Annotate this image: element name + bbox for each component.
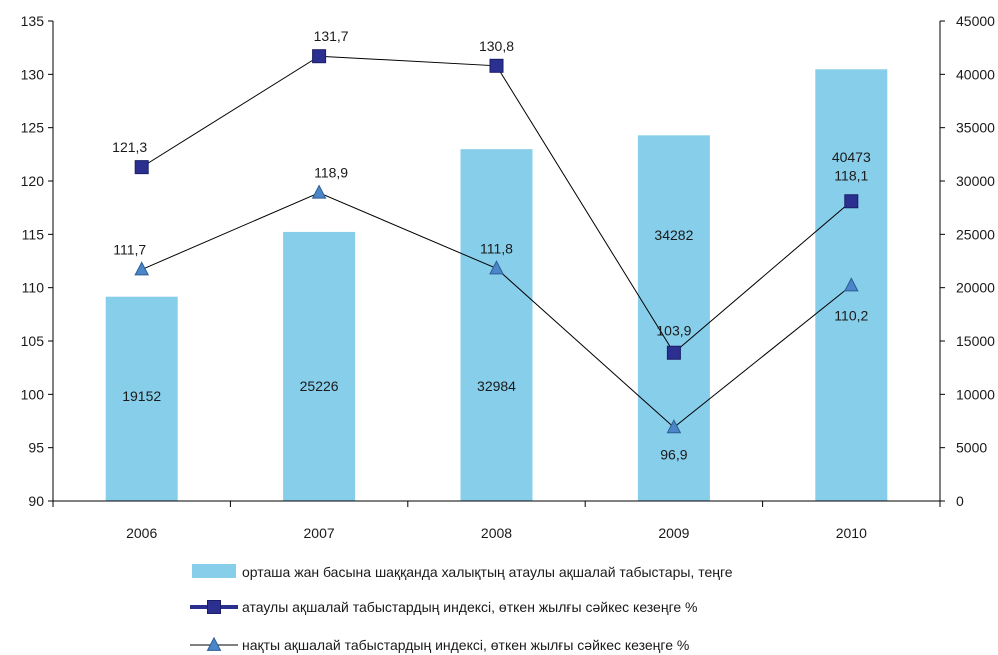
bar-2006 (105, 296, 178, 501)
left-tick-label-105: 105 (21, 333, 45, 349)
right-tick-label-0: 0 (956, 493, 964, 509)
right-tick-label-5000: 5000 (956, 440, 987, 456)
series-2-point-2008 (489, 260, 504, 275)
series-2-point-2010 (843, 277, 859, 292)
x-tick-label-2007: 2007 (304, 525, 335, 541)
left-tick-label-130: 130 (21, 66, 45, 82)
series-1-label-2008: 130,8 (479, 38, 514, 54)
left-tick-label-125: 125 (21, 120, 45, 136)
x-tick-label-2006: 2006 (126, 525, 157, 541)
series-2-point-2007 (311, 184, 327, 199)
series-1-point-2010 (844, 194, 859, 209)
series-1-label-2006: 121,3 (112, 139, 147, 155)
legend-marker-series-1 (207, 600, 221, 614)
series-2-point-2006 (134, 261, 150, 276)
series-2-label-2008: 111,8 (480, 240, 513, 256)
bar-value-label-2007: 25226 (300, 378, 339, 394)
left-tick-label-110: 110 (22, 280, 45, 296)
bar-2007 (283, 231, 356, 501)
series-2-point-2009 (666, 419, 682, 434)
bar-2009 (637, 135, 710, 502)
series-1-point-2008 (489, 58, 504, 73)
lines-layer (134, 49, 859, 434)
right-tick-label-40000: 40000 (956, 66, 995, 82)
series-2-label-2007: 118,9 (314, 165, 348, 181)
left-tick-label-90: 90 (28, 493, 44, 509)
left-tick-label-95: 95 (28, 440, 44, 456)
legend-label-series-2: нақты ақшалай табыстардың индексі, өткен… (242, 637, 689, 653)
right-tick-label-45000: 45000 (956, 13, 995, 29)
left-tick-label-100: 100 (21, 386, 45, 402)
bars-layer (105, 69, 888, 502)
right-tick-label-10000: 10000 (956, 386, 995, 402)
bar-value-label-2006: 19152 (122, 388, 161, 404)
series-2-label-2006: 111,7 (113, 242, 146, 258)
right-tick-label-30000: 30000 (956, 173, 995, 189)
series-1-point-2009 (666, 345, 681, 360)
left-tick-label-120: 120 (21, 173, 45, 189)
left-tick-label-115: 115 (22, 226, 45, 242)
x-tick-label-2008: 2008 (481, 525, 512, 541)
right-tick-label-25000: 25000 (956, 226, 995, 242)
left-tick-label-135: 135 (21, 13, 45, 29)
right-tick-label-35000: 35000 (956, 120, 995, 136)
right-tick-label-15000: 15000 (956, 333, 995, 349)
series-1-point-2006 (134, 160, 149, 175)
right-tick-label-20000: 20000 (956, 280, 995, 296)
legend-label-series-1: атаулы ақшалай табыстардың индексі, өтке… (242, 599, 698, 615)
legend: орташа жан басына шаққанда халықтың атау… (190, 564, 733, 653)
legend-swatch-bars (192, 564, 236, 578)
series-2-label-2010: 110,2 (834, 308, 868, 324)
axes-layer: 90 95 100 105 110 115 120 125 130 135 0 5000 10000 15… (21, 13, 996, 541)
bar-value-label-2008: 32984 (477, 378, 516, 394)
bar-2008 (460, 149, 533, 502)
legend-label-bars: орташа жан басына шаққанда халықтың атау… (242, 564, 733, 580)
labels-layer: 19152 25226 32984 34282 40473 121,3 131,7 130,8… (112, 28, 871, 462)
bar-value-label-2010: 40473 (832, 149, 871, 165)
series-1-label-2009: 103,9 (656, 323, 691, 339)
series-1-label-2007: 131,7 (314, 28, 349, 44)
x-tick-label-2010: 2010 (836, 525, 867, 541)
legend-marker-series-2 (206, 636, 222, 651)
bar-value-label-2009: 34282 (654, 227, 693, 243)
series-1-point-2007 (312, 49, 327, 64)
series-1-label-2010: 118,1 (834, 167, 868, 183)
x-tick-label-2009: 2009 (658, 525, 689, 541)
series-2-label-2009: 96,9 (660, 446, 687, 462)
